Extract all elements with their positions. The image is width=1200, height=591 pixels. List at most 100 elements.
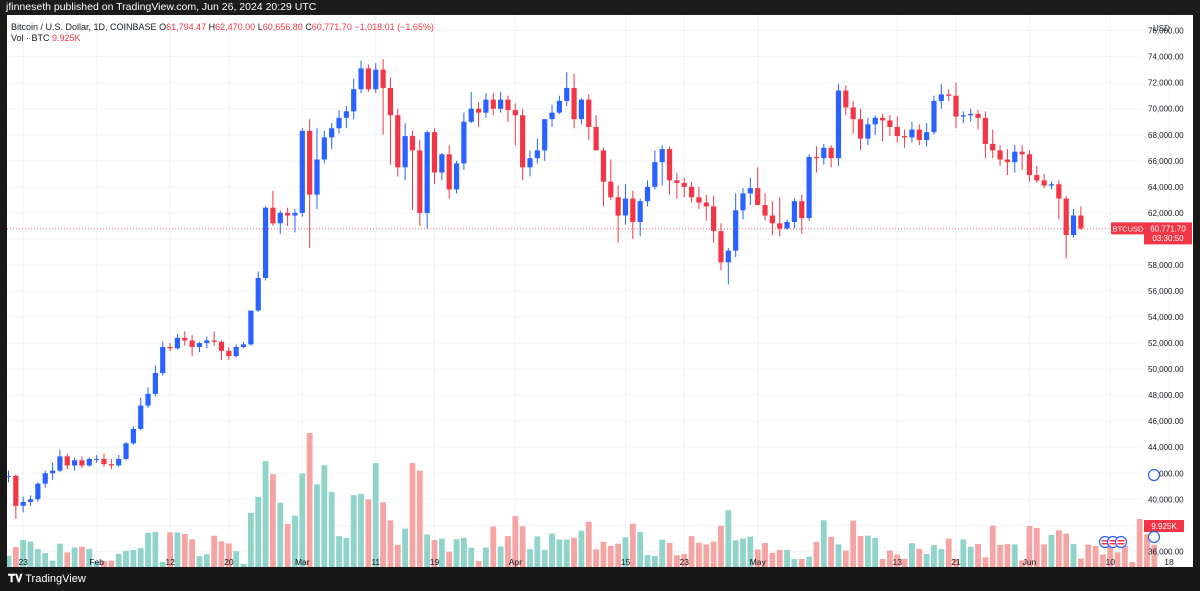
candle-body[interactable] — [218, 341, 225, 351]
candle-body[interactable] — [637, 201, 643, 222]
candle-body[interactable] — [138, 405, 144, 429]
candle-body[interactable] — [468, 108, 474, 122]
candle-body[interactable] — [314, 159, 320, 195]
price-chart[interactable]: 36,000.0038,000.0040,000.0042,000.0044,0… — [7, 15, 1193, 567]
candle-body[interactable] — [152, 373, 158, 394]
candle-body[interactable] — [1048, 184, 1055, 186]
candle-body[interactable] — [7, 475, 12, 477]
candle-body[interactable] — [938, 94, 944, 101]
candle-body[interactable] — [1078, 215, 1084, 229]
candle-body[interactable] — [277, 212, 283, 224]
candle-body[interactable] — [909, 129, 915, 138]
candle-body[interactable] — [593, 126, 599, 151]
candle-body[interactable] — [101, 458, 107, 465]
candle-body[interactable] — [542, 119, 548, 151]
candle-body[interactable] — [248, 310, 254, 345]
candle-body[interactable] — [777, 223, 783, 229]
candle-body[interactable] — [1063, 198, 1069, 236]
candle-body[interactable] — [262, 207, 269, 278]
candle-body[interactable] — [211, 340, 217, 342]
candle-body[interactable] — [255, 277, 261, 311]
candle-body[interactable] — [27, 499, 34, 502]
candle-body[interactable] — [997, 150, 1003, 160]
candle-body[interactable] — [755, 188, 761, 206]
candle-body[interactable] — [828, 147, 834, 159]
candle-body[interactable] — [718, 231, 724, 263]
candle-body[interactable] — [86, 458, 92, 466]
candle-body[interactable] — [872, 117, 878, 125]
candle-body[interactable] — [439, 154, 445, 173]
candle-body[interactable] — [564, 87, 570, 101]
candle-body[interactable] — [769, 215, 775, 224]
candle-body[interactable] — [688, 186, 695, 198]
candle-body[interactable] — [857, 119, 864, 139]
candle-body[interactable] — [123, 443, 129, 459]
candle-body[interactable] — [571, 87, 577, 120]
candle-body[interactable] — [226, 350, 232, 357]
candle-body[interactable] — [446, 154, 452, 190]
candle-body[interactable] — [204, 340, 210, 344]
candle-body[interactable] — [64, 456, 70, 466]
candle-body[interactable] — [1026, 154, 1033, 176]
axis-event-flag-icon[interactable] — [1147, 468, 1161, 482]
candle-body[interactable] — [740, 193, 746, 211]
candle-body[interactable] — [498, 99, 504, 109]
candle-body[interactable] — [534, 150, 540, 159]
tradingview-logo-icon[interactable]: 𝐓𝐕 — [8, 573, 23, 585]
candle-body[interactable] — [784, 222, 790, 229]
candle-body[interactable] — [351, 89, 357, 112]
candle-body[interactable] — [520, 115, 526, 168]
candle-body[interactable] — [982, 117, 988, 144]
candle-body[interactable] — [145, 393, 151, 406]
candle-body[interactable] — [20, 501, 26, 506]
candle-body[interactable] — [711, 206, 717, 232]
candle-body[interactable] — [167, 346, 173, 349]
candle-body[interactable] — [622, 198, 629, 216]
candle-body[interactable] — [409, 136, 416, 151]
candle-body[interactable] — [343, 111, 349, 118]
candle-body[interactable] — [57, 456, 63, 471]
candle-body[interactable] — [292, 212, 298, 216]
candle-body[interactable] — [578, 99, 585, 120]
candle-body[interactable] — [189, 340, 195, 347]
candle-body[interactable] — [887, 120, 893, 127]
candle-body[interactable] — [666, 149, 673, 181]
candle-body[interactable] — [1019, 151, 1025, 155]
candle-body[interactable] — [431, 132, 438, 173]
candle-body[interactable] — [725, 250, 731, 263]
candle-body[interactable] — [975, 113, 981, 118]
candle-body[interactable] — [953, 95, 959, 117]
candle-body[interactable] — [879, 117, 886, 121]
candle-body[interactable] — [387, 87, 394, 116]
candle-body[interactable] — [35, 483, 41, 500]
candle-body[interactable] — [505, 99, 511, 111]
candle-body[interactable] — [990, 143, 996, 151]
candle-body[interactable] — [615, 197, 621, 216]
candle-body[interactable] — [1034, 175, 1040, 181]
candle-body[interactable] — [336, 117, 342, 129]
candle-body[interactable] — [1012, 151, 1018, 163]
candle-body[interactable] — [549, 112, 555, 120]
candle-body[interactable] — [696, 197, 702, 203]
candle-body[interactable] — [674, 180, 680, 183]
candle-body[interactable] — [1004, 159, 1011, 163]
candle-body[interactable] — [608, 181, 614, 198]
candle-body[interactable] — [652, 162, 658, 187]
candle-body[interactable] — [424, 132, 430, 213]
candle-body[interactable] — [968, 113, 974, 116]
candle-body[interactable] — [49, 470, 56, 474]
candle-body[interactable] — [490, 99, 496, 109]
candle-body[interactable] — [960, 115, 966, 117]
candle-body[interactable] — [644, 186, 651, 202]
candle-body[interactable] — [527, 158, 533, 168]
candle-body[interactable] — [182, 337, 188, 341]
candle-body[interactable] — [681, 182, 687, 187]
candle-body[interactable] — [108, 464, 114, 466]
candle-body[interactable] — [843, 90, 849, 108]
chart-area[interactable]: 36,000.0038,000.0040,000.0042,000.0044,0… — [7, 15, 1193, 567]
candle-body[interactable] — [813, 156, 820, 159]
candle-body[interactable] — [358, 68, 364, 90]
candle-body[interactable] — [1070, 215, 1077, 236]
candle-body[interactable] — [924, 132, 930, 140]
candle-body[interactable] — [600, 150, 607, 182]
